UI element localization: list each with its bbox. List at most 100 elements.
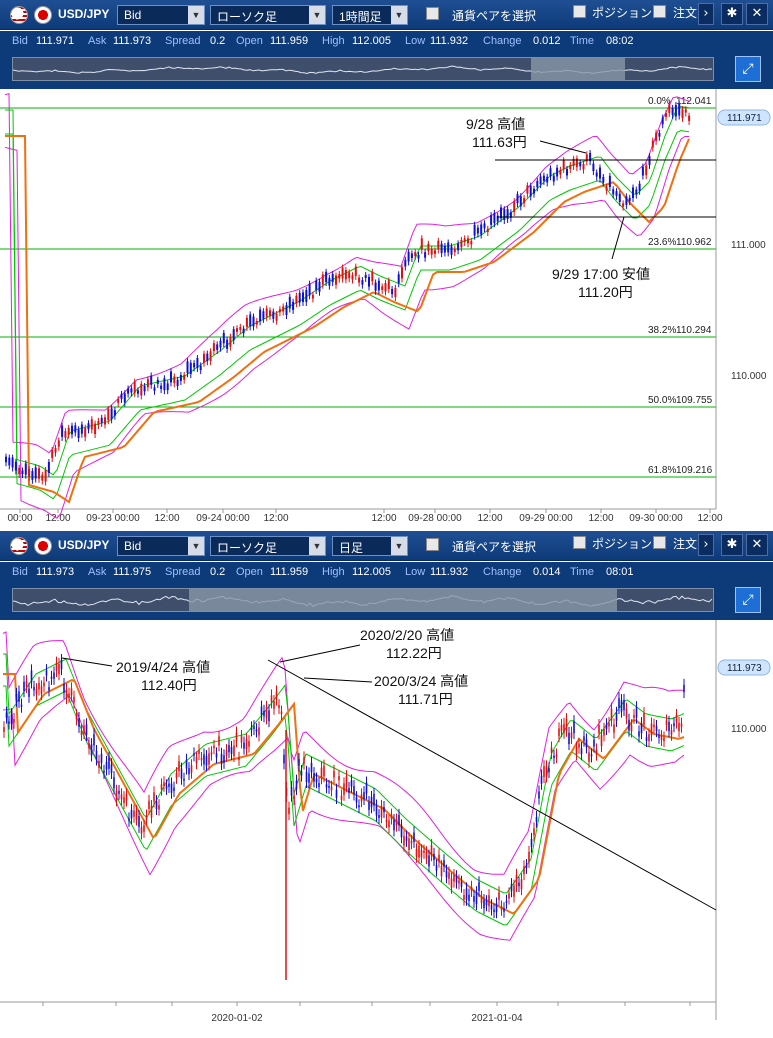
price-type-select[interactable]: Bid ▼ <box>117 536 205 556</box>
candle-body <box>645 165 648 176</box>
quote-info-bar: Bid 111.971 Ask 111.973 Spread 0.2 Open 111.… <box>0 31 773 53</box>
navigator-scrollbar[interactable] <box>12 57 714 81</box>
currency-pair-label[interactable]: USD/JPY <box>58 538 110 552</box>
chevron-right-icon[interactable]: › <box>698 3 714 25</box>
candle-body <box>190 765 193 773</box>
candle-body <box>476 227 479 234</box>
candle-body <box>236 328 238 332</box>
candle-body <box>93 734 95 746</box>
candle-body <box>210 752 213 755</box>
order-checkbox[interactable] <box>653 536 666 549</box>
order-label: 注文 <box>673 6 698 20</box>
chevron-down-icon: ▼ <box>309 537 325 555</box>
change-value: 0.014 <box>533 566 561 578</box>
expand-icon[interactable]: ⤢ <box>735 587 761 613</box>
candle-body <box>222 332 225 344</box>
y-tick-label: 110.000 <box>731 371 767 382</box>
candle-body <box>183 778 185 781</box>
candle-body <box>675 714 678 723</box>
candle-body <box>48 687 50 691</box>
gear-icon[interactable]: ✱ <box>721 3 743 25</box>
moving-average-line <box>5 135 690 504</box>
candle-body <box>123 393 126 403</box>
candle-body <box>370 796 373 808</box>
candle-body <box>640 723 643 734</box>
navigator-window[interactable] <box>189 589 617 611</box>
position-checkbox[interactable] <box>573 536 586 549</box>
candle-body <box>538 791 540 799</box>
candle-body <box>599 167 601 179</box>
candle-body <box>305 290 308 302</box>
trend-line <box>267 659 717 911</box>
navigator-window[interactable] <box>531 58 625 80</box>
daily-chart[interactable]: 111.973 110.000 2020-01-02 2021-01-04 2019/4… <box>0 620 773 1038</box>
timeframe-select[interactable]: 1時間足 ▼ <box>332 5 408 25</box>
position-label: ポジション <box>592 6 653 20</box>
candle-body <box>397 274 400 284</box>
candle-body <box>223 755 225 763</box>
order-checkbox[interactable] <box>653 5 666 18</box>
chart-type-select[interactable]: ローソク足 ▼ <box>210 5 326 25</box>
y-tick-label: 111.000 <box>731 240 766 251</box>
candle-body <box>140 827 143 834</box>
select-pair-checkbox[interactable] <box>426 538 439 551</box>
hourly-chart[interactable]: 0.0% 112.041 23.6% 110.962 38.2% 110.294 50.0%… <box>0 89 773 530</box>
candle-body <box>543 766 545 778</box>
candle-body <box>118 790 120 794</box>
candle-body <box>265 308 268 317</box>
currency-pair-label[interactable]: USD/JPY <box>58 7 110 21</box>
timeframe-select[interactable]: 日足 ▼ <box>332 536 408 556</box>
candle-body <box>585 154 588 162</box>
candle-body <box>678 722 680 732</box>
x-tick-label: 12:00 <box>477 513 502 524</box>
sigma-band-upper <box>5 105 690 476</box>
candle-body <box>33 686 35 691</box>
candle-body <box>90 744 93 756</box>
candle-body <box>212 343 215 352</box>
candle-body <box>475 892 478 905</box>
navigator-scrollbar[interactable] <box>12 588 714 612</box>
candle-body <box>608 722 610 727</box>
candle-body <box>8 721 10 724</box>
candle-body <box>348 788 350 793</box>
candle-body <box>553 755 555 759</box>
candle-body <box>404 259 407 267</box>
chart-type-select[interactable]: ローソク足 ▼ <box>210 536 326 556</box>
candle-body <box>83 725 85 734</box>
candle-body <box>480 224 483 235</box>
candle-body <box>417 254 420 259</box>
candle-body <box>50 676 53 679</box>
high-value: 112.005 <box>352 35 391 47</box>
candle-body <box>579 162 582 167</box>
candle-body <box>478 882 480 891</box>
candle-body <box>205 756 208 766</box>
close-icon[interactable]: ✕ <box>746 3 768 25</box>
candle-body <box>323 765 325 777</box>
chevron-right-icon[interactable]: › <box>698 534 714 556</box>
current-price-badge <box>717 659 771 676</box>
gear-icon[interactable]: ✱ <box>721 534 743 556</box>
candle-body <box>133 381 136 393</box>
candle-body <box>440 866 443 877</box>
candle-body <box>145 815 148 820</box>
candle-body <box>107 408 110 421</box>
select-pair-checkbox[interactable] <box>426 7 439 20</box>
close-icon[interactable]: ✕ <box>746 534 768 556</box>
expand-icon[interactable]: ⤢ <box>735 56 761 82</box>
candle-body <box>470 240 473 245</box>
candle-body <box>341 267 344 279</box>
price-type-select[interactable]: Bid ▼ <box>117 5 205 25</box>
candle-body <box>610 708 613 721</box>
candle-body <box>158 805 160 810</box>
candle-body <box>648 734 650 742</box>
candle-body <box>495 903 498 913</box>
candle-body <box>84 427 87 438</box>
candle-body <box>318 281 321 292</box>
position-checkbox[interactable] <box>573 5 586 18</box>
candle-body <box>486 228 489 233</box>
candle-body <box>198 750 200 754</box>
candle-body <box>658 735 660 738</box>
candle-body <box>313 773 315 782</box>
candle-body <box>450 246 453 255</box>
candle-body <box>595 749 598 755</box>
